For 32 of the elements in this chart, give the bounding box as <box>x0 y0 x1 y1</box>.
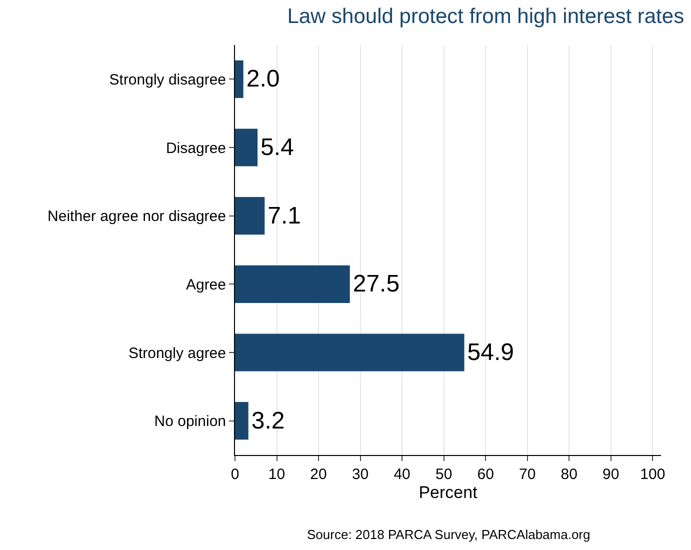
data-label: 27.5 <box>352 270 400 298</box>
x-tick-label: 80 <box>560 466 578 483</box>
x-tick-label: 20 <box>310 466 327 483</box>
x-tick-label: 10 <box>268 466 286 483</box>
x-tick-label: 70 <box>519 466 536 483</box>
x-tick-label: 30 <box>352 466 369 483</box>
bar <box>235 197 265 235</box>
bar <box>235 265 350 303</box>
data-label: 54.9 <box>467 339 514 366</box>
bar <box>235 334 464 372</box>
data-label: 3.2 <box>251 407 285 434</box>
bar <box>235 60 244 98</box>
source-note: Source: 2018 PARCA Survey, PARCAlabama.org <box>307 527 590 542</box>
data-label: 5.4 <box>260 134 294 161</box>
x-tick-label: 0 <box>230 466 240 483</box>
y-tick-label: Agree <box>186 276 226 294</box>
data-label: 2.0 <box>246 66 280 93</box>
y-tick-label: No opinion <box>154 413 226 430</box>
x-tick-label: 40 <box>394 466 410 483</box>
bar <box>235 128 258 166</box>
x-tick-label: 60 <box>477 466 494 483</box>
y-tick-label: Neither agree nor disagree <box>48 208 226 226</box>
chart-title: Law should protect from high interest rates <box>287 4 684 28</box>
x-tick-label: 90 <box>602 466 620 483</box>
y-tick-label: Disagree <box>166 140 226 157</box>
x-axis-title: Percent <box>418 483 478 502</box>
x-tick-label: 100 <box>640 466 666 483</box>
y-tick-label: Strongly disagree <box>109 71 226 88</box>
y-tick-label: Strongly agree <box>128 344 226 362</box>
bar <box>235 402 248 440</box>
data-label: 7.1 <box>268 202 302 230</box>
x-tick-label: 50 <box>435 466 452 483</box>
